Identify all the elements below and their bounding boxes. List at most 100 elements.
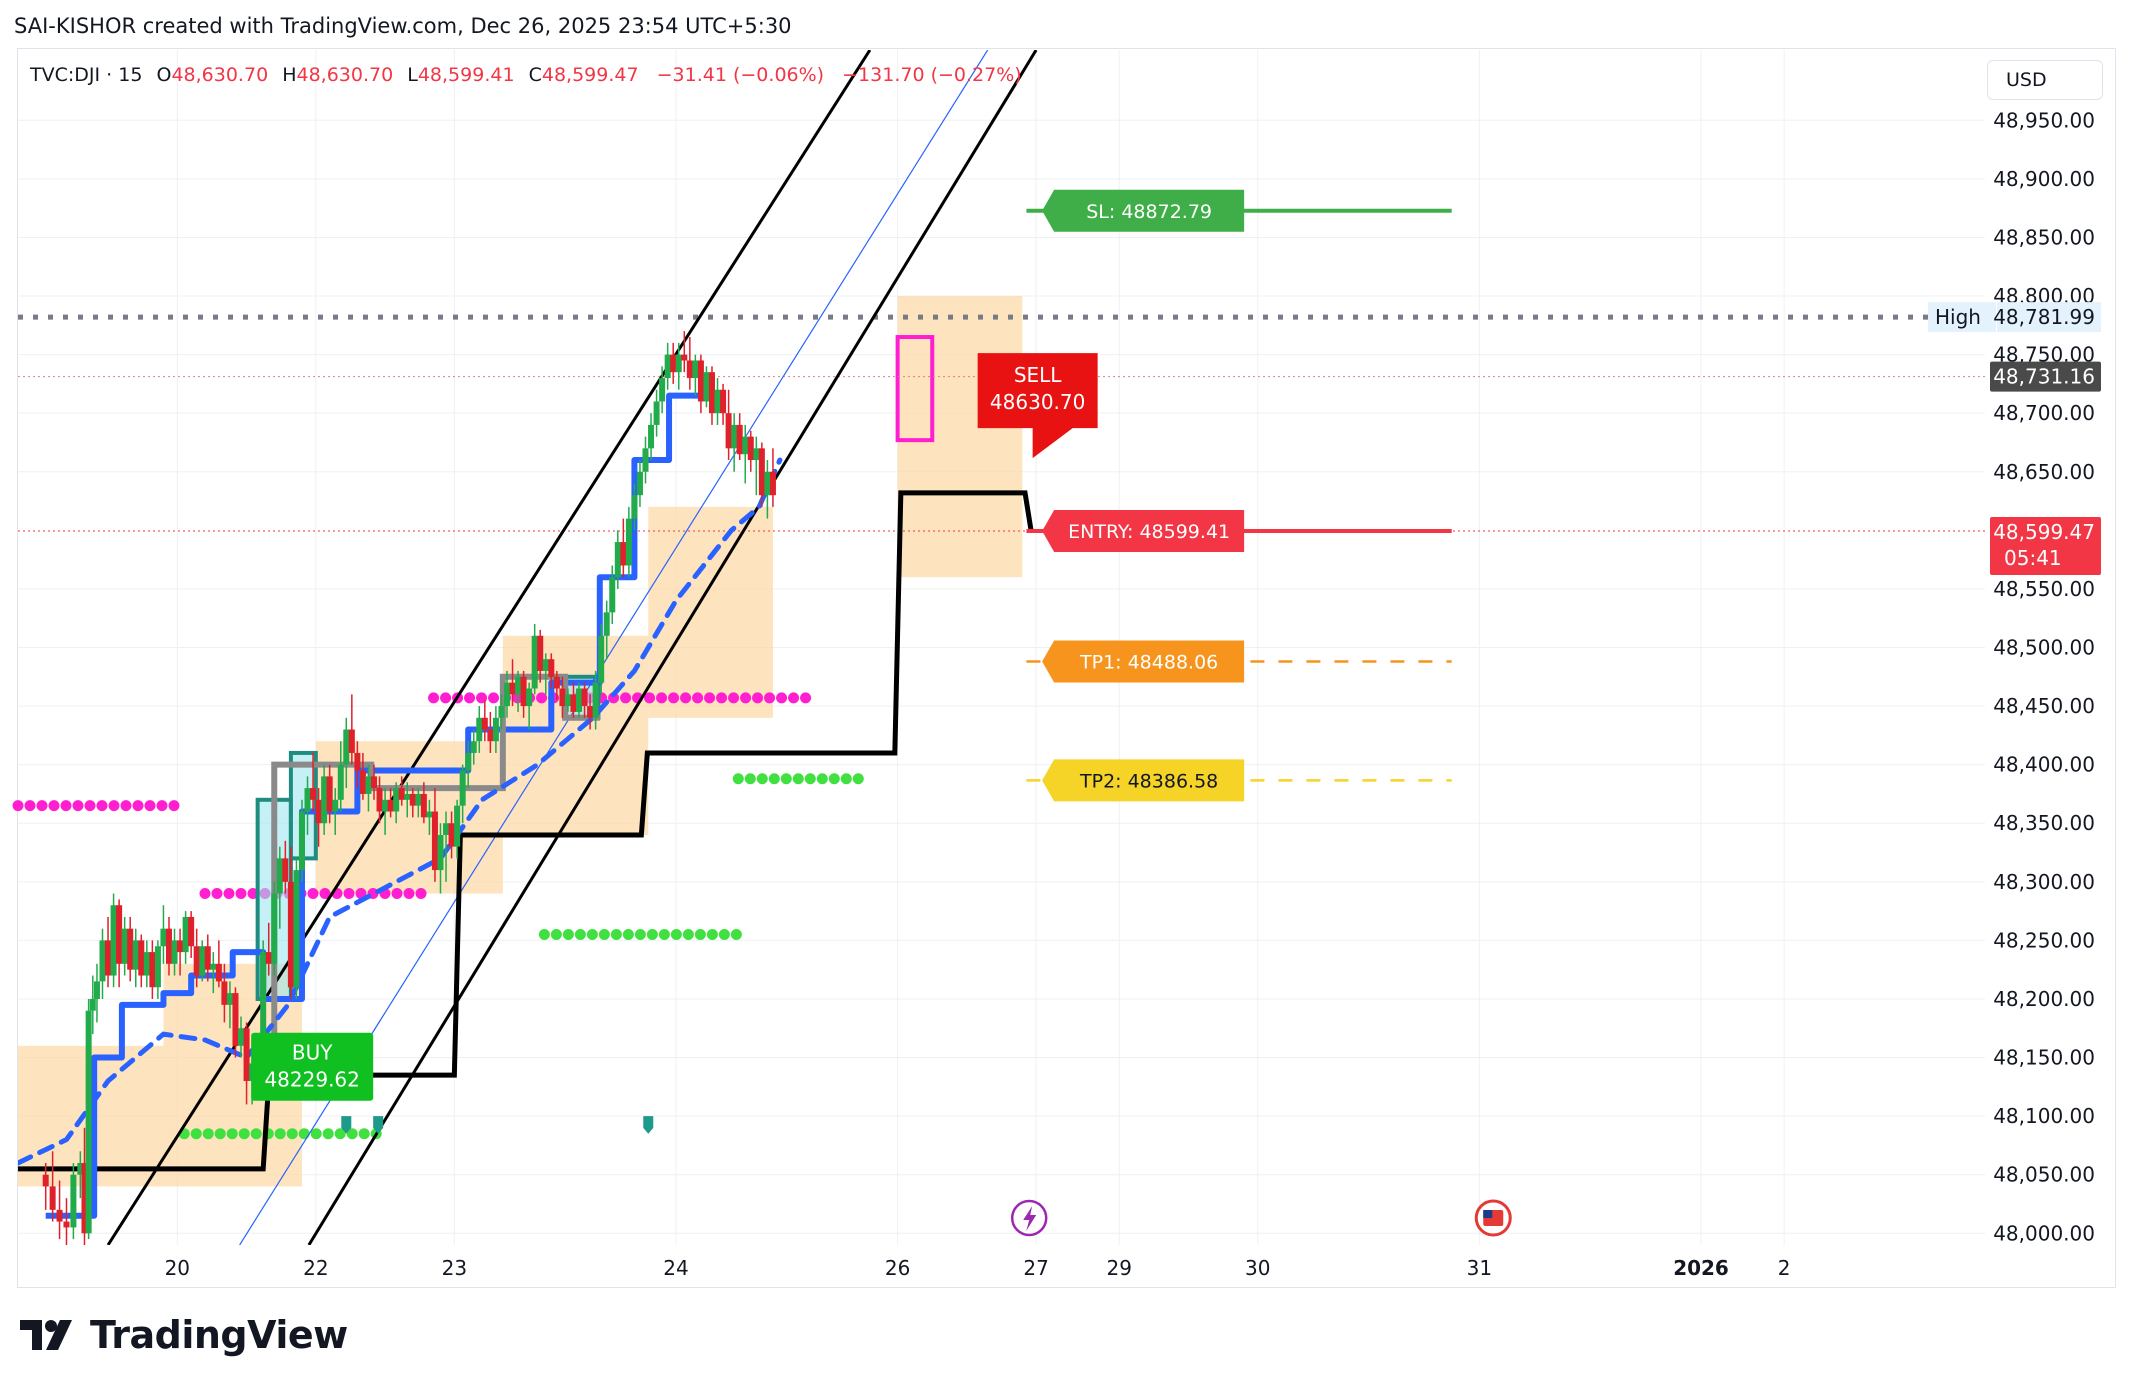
candle [454,799,461,859]
candle [720,383,727,425]
candle [564,688,571,712]
candle [686,337,693,390]
candle [332,788,339,835]
candle [221,963,228,1023]
legend-symbol[interactable]: TVC:DJI [30,64,101,86]
candle-body [537,635,544,671]
candle-body [287,881,294,988]
candle-body [625,518,632,566]
level-label-entry: ENTRY: 48599.41 [1068,521,1230,543]
candle [49,1151,56,1222]
candle [492,706,499,753]
sell-signal-bg [977,353,1098,459]
buy-signal-label: BUY [292,1041,333,1065]
high-tag-label: High [1935,305,1981,329]
candle [315,788,322,847]
candle [431,788,438,882]
candle-body [85,1010,92,1234]
demand-zone-4 [897,296,1023,578]
candle-body [116,905,123,964]
candle [160,905,167,964]
candle [398,776,405,806]
candle-body [321,776,328,824]
candle [85,998,92,1240]
time-axis-label: 30 [1245,1256,1270,1280]
candle [503,670,510,718]
candle-body [448,823,455,847]
prev-close-tag-bg [1990,361,2101,392]
lightning-glyph-icon [1023,1206,1037,1231]
candle-body [359,770,366,794]
tradingview-logo[interactable]: TradingView [20,1310,348,1360]
candle-body [758,448,765,496]
candle [326,764,333,824]
legend-high-label: H [282,64,297,86]
candle [487,711,494,753]
candle [708,366,715,425]
candle-body [81,1162,88,1234]
time-axis-label: 29 [1107,1256,1132,1280]
candle-body [697,360,704,402]
candle-body [215,963,222,982]
time-axis-label: 23 [442,1256,467,1280]
candle-body [415,793,422,806]
candle-body [293,870,300,988]
order-block-box [895,335,935,443]
candle [576,682,583,718]
candle [182,911,189,964]
candle-body [420,793,427,818]
currency-selector[interactable]: USD [1987,60,2103,100]
price-axis-label: 48,400.00 [1993,753,2095,777]
candle-body [720,389,727,414]
candle [354,741,361,789]
candle-body [476,717,483,742]
candle-body [110,905,117,976]
sell-signal-price: 48630.70 [990,390,1085,414]
legend-interval[interactable]: 15 [118,64,143,86]
price-axis-label: 48,350.00 [1993,811,2095,835]
candle-body [753,448,760,461]
candle [143,940,150,988]
candle-body [199,946,206,976]
legend-open-label: O [156,64,172,86]
candle [298,799,305,882]
teal-marker-2 [643,1116,654,1134]
candle [271,881,278,976]
candle [42,1162,49,1210]
price-axis-label: 48,100.00 [1993,1104,2095,1128]
candle [620,518,627,578]
candle-body [553,676,560,689]
candle [614,530,621,589]
candle [531,624,538,695]
price-axis-label: 48,200.00 [1993,987,2095,1011]
candle-body [160,928,167,947]
candle [742,424,749,484]
candle-body [703,372,710,402]
chart-frame[interactable] [17,48,2116,1288]
candle-body [271,893,278,964]
candle-body [348,729,355,753]
candle [188,911,195,958]
candle [448,811,455,859]
high-tag-bg [1928,302,1996,333]
candle [138,934,145,988]
candle-body [492,717,499,742]
level-label-bg-tp1 [1042,640,1245,683]
candle [210,952,217,994]
candle [437,823,444,894]
candle-body [182,916,189,953]
high-value-label: 48,781.99 [1993,305,2095,329]
price-axis-label: 48,050.00 [1993,1163,2095,1187]
candle-body [42,1174,49,1187]
candle-body [298,811,305,871]
candle-body [382,799,389,812]
candle [393,782,400,824]
candle [648,413,655,461]
price-axis-label: 48,150.00 [1993,1046,2095,1070]
candle-body [282,858,289,882]
candle [177,928,184,976]
candle [636,460,643,507]
candle-body [609,577,616,613]
candle-body [304,788,311,812]
